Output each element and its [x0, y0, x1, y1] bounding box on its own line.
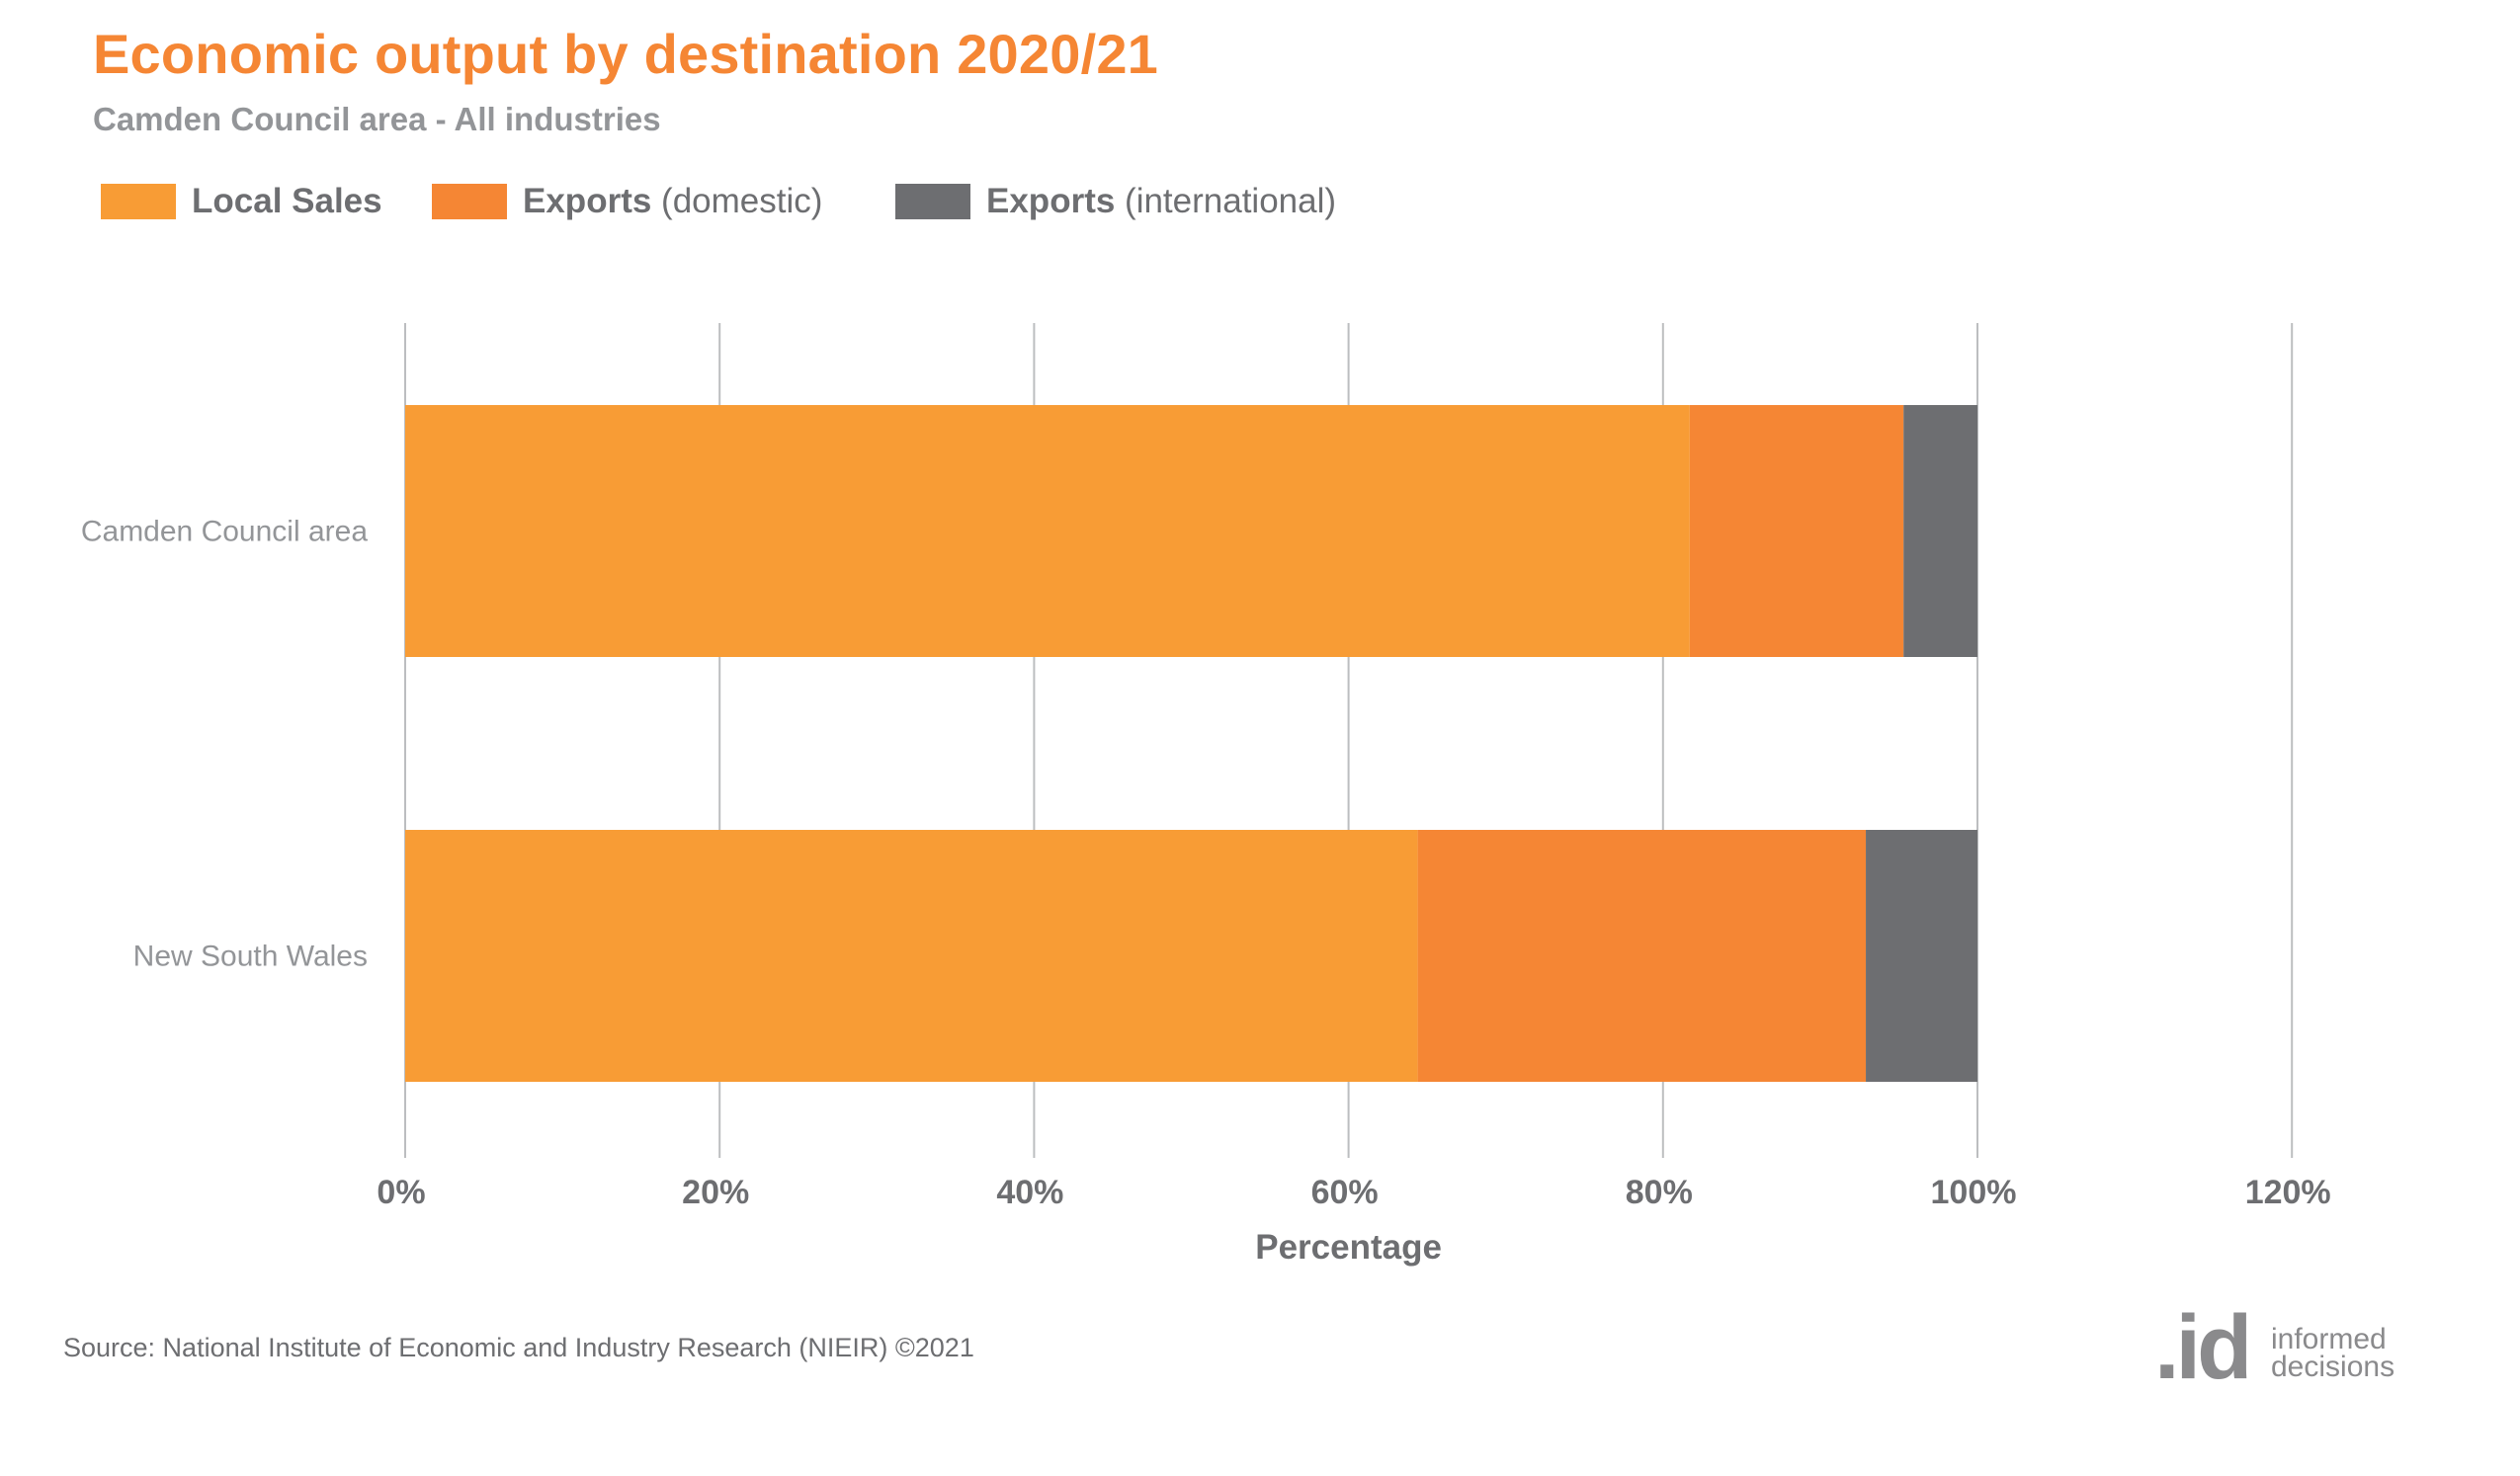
bar-segment — [405, 405, 1690, 657]
bar-segment — [1417, 830, 1867, 1082]
chart-subtitle: Camden Council area - All industries — [93, 101, 661, 137]
bar-segment — [1866, 830, 1977, 1082]
y-axis-labels: Camden Council area New South Wales — [81, 516, 368, 973]
legend-label: Exports (domestic) — [523, 182, 823, 220]
bars — [405, 405, 1977, 1082]
x-tick-label: 40% — [996, 1174, 1063, 1211]
x-tick-label: 60% — [1311, 1174, 1379, 1211]
logo-mark: .id — [2154, 1297, 2252, 1398]
legend-item-exports-domestic: Exports (domestic) — [432, 182, 822, 221]
bar-segment — [405, 830, 1418, 1082]
x-tick-label: 80% — [1626, 1174, 1693, 1211]
x-tick-label: 120% — [2245, 1174, 2331, 1211]
bar-segment — [1689, 405, 1904, 657]
logo-text: informed decisions — [2271, 1323, 2395, 1383]
legend-swatch-local-sales — [101, 184, 176, 219]
legend-swatch-exports-domestic — [432, 184, 507, 219]
chart-title: Economic output by destination 2020/21 — [93, 23, 1159, 85]
x-tick-label: 0% — [377, 1174, 425, 1211]
x-tick-label: 100% — [1931, 1174, 2017, 1211]
source-note: Source: National Institute of Economic a… — [63, 1333, 974, 1362]
legend-item-local-sales: Local Sales — [101, 182, 382, 221]
x-axis-labels: 0% 20% 40% 60% 80% 100% 120% — [377, 1174, 2330, 1211]
x-axis-title: Percentage — [1255, 1228, 1442, 1267]
legend-label: Local Sales — [192, 182, 382, 220]
y-tick-label: Camden Council area — [81, 516, 368, 548]
legend-swatch-exports-international — [895, 184, 970, 219]
legend-item-exports-international: Exports (international) — [895, 182, 1336, 221]
y-tick-label: New South Wales — [133, 941, 368, 973]
informed-decisions-logo: .id informed decisions — [2154, 1297, 2395, 1398]
x-tick-label: 20% — [682, 1174, 749, 1211]
legend-label: Exports (international) — [986, 182, 1337, 220]
bar-segment — [1903, 405, 1977, 657]
